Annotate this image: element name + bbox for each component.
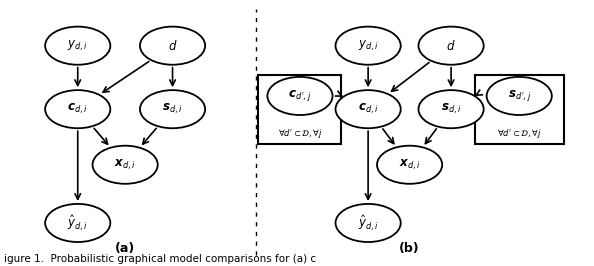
Text: $\boldsymbol{x}_{d,i}$: $\boldsymbol{x}_{d,i}$ — [114, 157, 136, 172]
Ellipse shape — [419, 27, 484, 65]
Text: $y_{d,i}$: $y_{d,i}$ — [67, 39, 88, 53]
Ellipse shape — [336, 90, 401, 128]
Ellipse shape — [45, 204, 110, 242]
Text: $\boldsymbol{s}_{d^{\prime},j}$: $\boldsymbol{s}_{d^{\prime},j}$ — [507, 89, 531, 103]
Ellipse shape — [267, 77, 333, 115]
Ellipse shape — [140, 90, 205, 128]
Ellipse shape — [45, 27, 110, 65]
Ellipse shape — [486, 77, 552, 115]
Text: $d$: $d$ — [168, 39, 178, 53]
Ellipse shape — [419, 90, 484, 128]
Text: $d$: $d$ — [446, 39, 456, 53]
Text: $\hat{y}_{d,i}$: $\hat{y}_{d,i}$ — [358, 213, 378, 232]
Text: (a): (a) — [115, 242, 135, 255]
Text: $\forall d^{\prime} \subset \mathcal{D}, \forall j$: $\forall d^{\prime} \subset \mathcal{D},… — [497, 127, 542, 139]
Ellipse shape — [140, 27, 205, 65]
Text: $\boldsymbol{s}_{d,i}$: $\boldsymbol{s}_{d,i}$ — [441, 102, 462, 117]
FancyBboxPatch shape — [258, 75, 342, 144]
Text: $\boldsymbol{c}_{d,i}$: $\boldsymbol{c}_{d,i}$ — [358, 102, 378, 117]
Ellipse shape — [336, 27, 401, 65]
FancyBboxPatch shape — [475, 75, 564, 144]
Text: $y_{d,i}$: $y_{d,i}$ — [358, 39, 378, 53]
Ellipse shape — [45, 90, 110, 128]
Text: (b): (b) — [399, 242, 420, 255]
Ellipse shape — [377, 146, 442, 184]
Ellipse shape — [93, 146, 158, 184]
Text: $\boldsymbol{x}_{d,i}$: $\boldsymbol{x}_{d,i}$ — [399, 157, 421, 172]
Text: $\boldsymbol{c}_{d^{\prime},j}$: $\boldsymbol{c}_{d^{\prime},j}$ — [288, 89, 312, 103]
Text: $\hat{y}_{d,i}$: $\hat{y}_{d,i}$ — [67, 213, 89, 232]
Text: $\boldsymbol{c}_{d,i}$: $\boldsymbol{c}_{d,i}$ — [67, 102, 88, 117]
Text: igure 1.  Probabilistic graphical model comparisons for (a) c: igure 1. Probabilistic graphical model c… — [4, 254, 316, 264]
Ellipse shape — [336, 204, 401, 242]
Text: $\boldsymbol{s}_{d,i}$: $\boldsymbol{s}_{d,i}$ — [162, 102, 183, 117]
Text: $\forall d^{\prime} \subset \mathcal{D}, \forall j$: $\forall d^{\prime} \subset \mathcal{D},… — [277, 127, 323, 139]
